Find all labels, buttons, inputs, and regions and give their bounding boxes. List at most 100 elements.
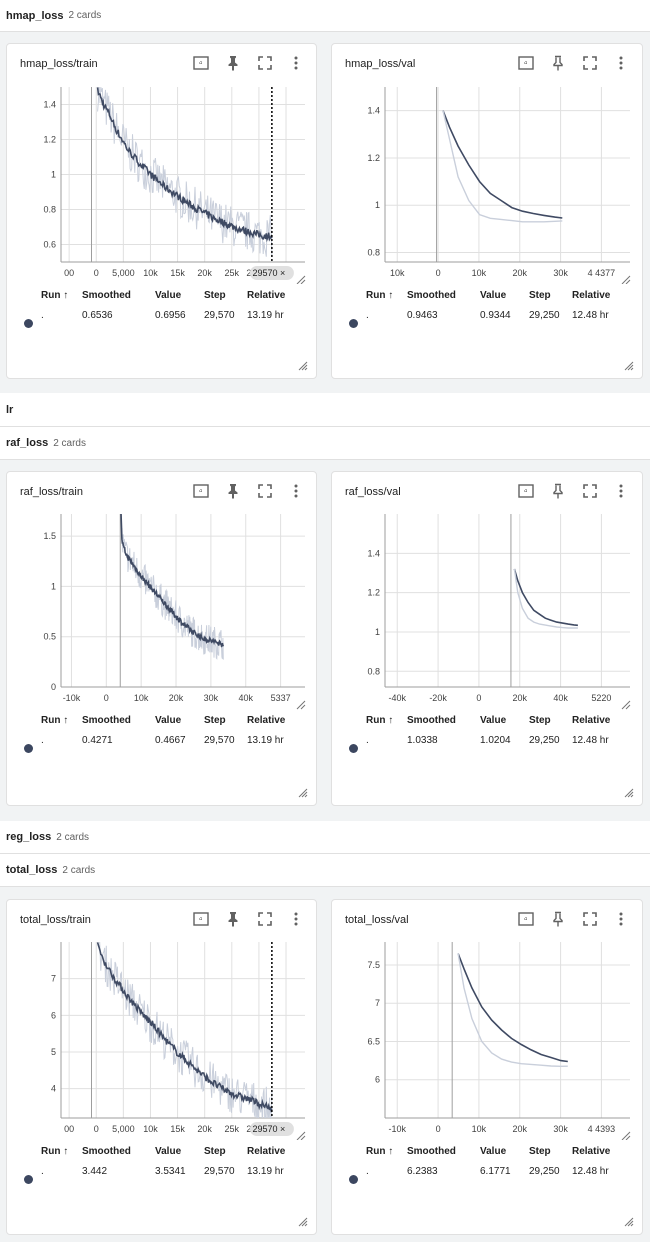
cell-value: 0.6956 [155, 310, 186, 321]
pin-icon[interactable] [549, 910, 567, 928]
line-chart: -10k 0 10k 20k 30k 4 4393 6 6.5 7 7.5 [367, 942, 631, 1140]
y-tick-label: 1.2 [43, 135, 56, 145]
plot-resize-icon [621, 1131, 631, 1140]
cell-smoothed: 0.6536 [82, 310, 113, 321]
x-tick-label: -40k [388, 693, 406, 703]
card-title: raf_loss/train [20, 486, 83, 498]
cell-relative: 12.48 hr [572, 1166, 609, 1177]
resize-handle-icon[interactable] [298, 358, 308, 371]
group-header-total-loss[interactable]: total_loss 2 cards [0, 854, 650, 887]
fullscreen-icon[interactable] [581, 482, 599, 500]
cell-smoothed: 3.442 [82, 1166, 108, 1177]
x-tick-label: 25k [225, 1124, 240, 1134]
cell-relative: 12.48 hr [572, 310, 609, 321]
y-tick-label: 0.6 [43, 240, 56, 250]
plot-area [96, 942, 273, 1118]
step-cursor-badge [249, 1122, 294, 1136]
x-tick-label: -10k [388, 1124, 406, 1134]
pin-icon[interactable] [549, 54, 567, 72]
group-header-raf-loss[interactable]: raf_loss 2 cards [0, 427, 650, 460]
fullscreen-icon[interactable] [256, 54, 274, 72]
more-options-icon[interactable] [287, 54, 305, 72]
x-tick-label: 0 [94, 1124, 99, 1134]
x-tick-label: 40k [553, 693, 568, 703]
pin-icon[interactable] [224, 482, 242, 500]
column-header-relative: Relative [572, 1146, 611, 1157]
x-tick-label: 00 [64, 1124, 74, 1134]
y-tick-label: 7.5 [367, 960, 380, 970]
card-title: hmap_loss/val [345, 58, 416, 70]
column-header-run[interactable]: Run ↑ [41, 715, 69, 726]
resize-handle-icon[interactable] [624, 785, 634, 798]
column-header-run[interactable]: Run ↑ [41, 290, 69, 301]
card-title: total_loss/train [20, 914, 91, 926]
smoothed-series-line [96, 942, 273, 1114]
y-tick-label: 1 [51, 581, 56, 591]
group-header-hmap-loss[interactable]: hmap_loss 2 cards [0, 0, 650, 32]
y-tick-label: 1.4 [367, 548, 380, 558]
x-tick-label: 5,000 [112, 1124, 135, 1134]
column-header-run[interactable]: Run ↑ [366, 290, 394, 301]
y-tick-label: 5 [51, 1047, 56, 1057]
resize-handle-icon[interactable] [624, 1214, 634, 1227]
x-tick-label: 4 4393 [588, 1124, 616, 1134]
plot-area [96, 87, 273, 257]
fullscreen-icon[interactable] [256, 910, 274, 928]
group-header-lr[interactable]: lr [0, 393, 650, 427]
run-table: Run ↑. Smoothed 3.442 Value 3.5341 Step 29,570… [7, 1146, 318, 1196]
fit-domain-icon[interactable] [517, 482, 535, 500]
column-header-run[interactable]: Run ↑ [41, 1146, 69, 1157]
column-header-run[interactable]: Run ↑ [366, 715, 394, 726]
fullscreen-icon[interactable] [581, 54, 599, 72]
y-tick-label: 0.8 [43, 205, 56, 215]
more-options-icon[interactable] [612, 482, 630, 500]
more-options-icon[interactable] [287, 482, 305, 500]
resize-handle-icon[interactable] [298, 785, 308, 798]
x-tick-label: 30k [553, 1124, 568, 1134]
more-options-icon[interactable] [612, 54, 630, 72]
x-tick-label: 0 [94, 268, 99, 278]
fit-domain-icon[interactable] [192, 482, 210, 500]
x-tick-label: 10k [390, 268, 405, 278]
cell-value: 0.4667 [155, 735, 186, 746]
fit-domain-icon[interactable] [517, 910, 535, 928]
y-tick-label: 1.5 [43, 531, 56, 541]
column-header-smoothed: Smoothed [82, 290, 131, 301]
column-header-value: Value [480, 1146, 507, 1157]
pin-icon[interactable] [224, 910, 242, 928]
group-card-count: 2 cards [56, 831, 90, 843]
fullscreen-icon[interactable] [256, 482, 274, 500]
fit-domain-icon[interactable] [517, 54, 535, 72]
column-header-value: Value [155, 715, 182, 726]
run-table: Run ↑. Smoothed 0.6536 Value 0.6956 Step 29,57… [7, 290, 318, 340]
pin-icon[interactable] [549, 482, 567, 500]
pin-icon[interactable] [224, 54, 242, 72]
fullscreen-icon[interactable] [581, 910, 599, 928]
column-header-smoothed: Smoothed [407, 290, 456, 301]
more-options-icon[interactable] [287, 910, 305, 928]
x-tick-label: 20k [512, 693, 527, 703]
resize-handle-icon[interactable] [298, 1214, 308, 1227]
chart-card: total_loss/train0005,00010k15k20k25k2957… [6, 899, 317, 1235]
smoothed-series-line [442, 110, 563, 219]
more-options-icon[interactable] [612, 910, 630, 928]
run-table: Run ↑. Smoothed 0.4271 Value 0.4667 Step 29,57… [7, 715, 318, 765]
y-tick-label: 7 [51, 974, 56, 984]
resize-handle-icon[interactable] [624, 358, 634, 371]
run-table: Run ↑. Smoothed 6.2383 Value 6.1771 Step 29,25… [332, 1146, 644, 1196]
plot-area [120, 514, 225, 660]
column-header-step: Step [204, 1146, 226, 1157]
x-tick-label: -10k [63, 693, 81, 703]
cell-relative: 13.19 hr [247, 735, 284, 746]
plot-resize-icon [296, 1131, 306, 1140]
column-header-step: Step [529, 290, 551, 301]
fit-domain-icon[interactable] [192, 54, 210, 72]
column-header-relative: Relative [572, 715, 611, 726]
card-title: total_loss/val [345, 914, 409, 926]
fit-domain-icon[interactable] [192, 910, 210, 928]
x-tick-label: 10k [143, 268, 158, 278]
column-header-smoothed: Smoothed [407, 715, 456, 726]
cell-step: 29,570 [204, 1166, 235, 1177]
group-header-reg-loss[interactable]: reg_loss 2 cards [0, 821, 650, 854]
column-header-run[interactable]: Run ↑ [366, 1146, 394, 1157]
